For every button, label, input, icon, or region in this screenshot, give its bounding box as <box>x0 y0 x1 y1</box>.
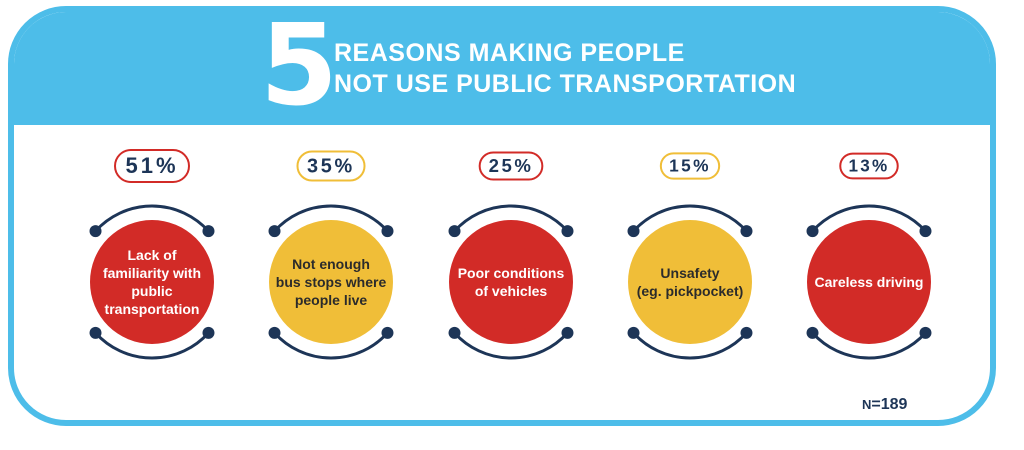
value-pill <box>659 152 721 180</box>
reason-item: 13% Careless driving <box>806 152 932 360</box>
reason-label-line: Unsafety <box>660 265 719 281</box>
bottom-arc <box>811 331 927 360</box>
reason-label-line: Not enough <box>292 256 370 272</box>
arc-dot <box>202 326 215 339</box>
value-label: 35% <box>307 155 355 177</box>
reason-label-line: of vehicles <box>475 283 548 299</box>
reason-item: 51% Lack of familiarity with public transpor… <box>89 149 215 360</box>
top-arc <box>632 204 748 233</box>
arc-dot <box>89 225 102 238</box>
reason-disc <box>90 220 214 344</box>
reason-disc <box>449 220 573 344</box>
arc-dot <box>561 326 574 339</box>
reason-disc <box>628 220 752 344</box>
arc-dot <box>561 225 574 238</box>
top-arc <box>811 204 927 233</box>
arc-dot <box>627 326 640 339</box>
value-label: 13% <box>848 156 889 175</box>
arc-dot <box>268 326 281 339</box>
arc-dot <box>89 326 102 339</box>
sample-size-prefix: N <box>862 397 872 412</box>
value-pill <box>114 149 190 183</box>
title-line-2: NOT USE PUBLIC TRANSPORTATION <box>334 70 797 98</box>
reason-item: 15% Unsafety (eg. pickpocket) <box>627 152 753 360</box>
value-label: 15% <box>669 156 711 176</box>
header-banner: 5 REASONS MAKING PEOPLE NOT USE PUBLIC T… <box>14 12 990 125</box>
bottom-arc <box>453 331 569 360</box>
value-pill <box>839 152 899 180</box>
value-label: 25% <box>489 155 534 176</box>
reason-label: Lack of familiarity with public transportat… <box>103 247 201 317</box>
reason-label-line: transportation <box>105 301 200 317</box>
top-arc <box>94 204 210 233</box>
title-line-1: REASONS MAKING PEOPLE <box>334 39 685 67</box>
reason-label-line: bus stops where <box>276 274 387 290</box>
arc-dot <box>627 225 640 238</box>
reason-label-line: Poor conditions <box>458 265 565 281</box>
big-number: 5 <box>260 6 338 131</box>
reason-label: Not enough bus stops where people live <box>276 256 387 308</box>
arc-dot <box>448 225 461 238</box>
bottom-arc <box>273 331 389 360</box>
value-pill <box>478 151 544 181</box>
top-arc <box>273 204 389 233</box>
reason-label-line: Careless driving <box>815 274 924 290</box>
reason-item: 35% Not enough bus stops where people live <box>268 150 394 360</box>
arc-dot <box>202 225 215 238</box>
value-label: 51% <box>125 153 178 178</box>
reason-label: Careless driving <box>815 274 924 290</box>
bottom-arc <box>632 331 748 360</box>
reason-label-line: (eg. pickpocket) <box>637 283 744 299</box>
reason-label-line: Lack of <box>127 247 176 263</box>
arc-dot <box>806 326 819 339</box>
reason-label: Unsafety (eg. pickpocket) <box>637 265 744 299</box>
bottom-arc <box>94 331 210 360</box>
reason-item: 25% Poor conditions of vehicles <box>448 151 574 360</box>
arc-dot <box>919 326 932 339</box>
value-pill <box>296 150 366 182</box>
reason-disc <box>269 220 393 344</box>
top-arc <box>453 204 569 233</box>
sample-size-value: =189 <box>871 396 908 413</box>
reason-label-line: public <box>131 283 172 299</box>
reason-label-line: people live <box>295 292 368 308</box>
arc-dot <box>268 225 281 238</box>
sample-size-note: N=189 <box>862 396 907 414</box>
reason-disc <box>807 220 931 344</box>
arc-dot <box>381 225 394 238</box>
arc-dot <box>381 326 394 339</box>
arc-dot <box>448 326 461 339</box>
arc-dot <box>740 225 753 238</box>
arc-dot <box>740 326 753 339</box>
arc-dot <box>806 225 819 238</box>
reason-label-line: familiarity with <box>103 265 201 281</box>
arc-dot <box>919 225 932 238</box>
reason-label: Poor conditions of vehicles <box>458 265 565 299</box>
